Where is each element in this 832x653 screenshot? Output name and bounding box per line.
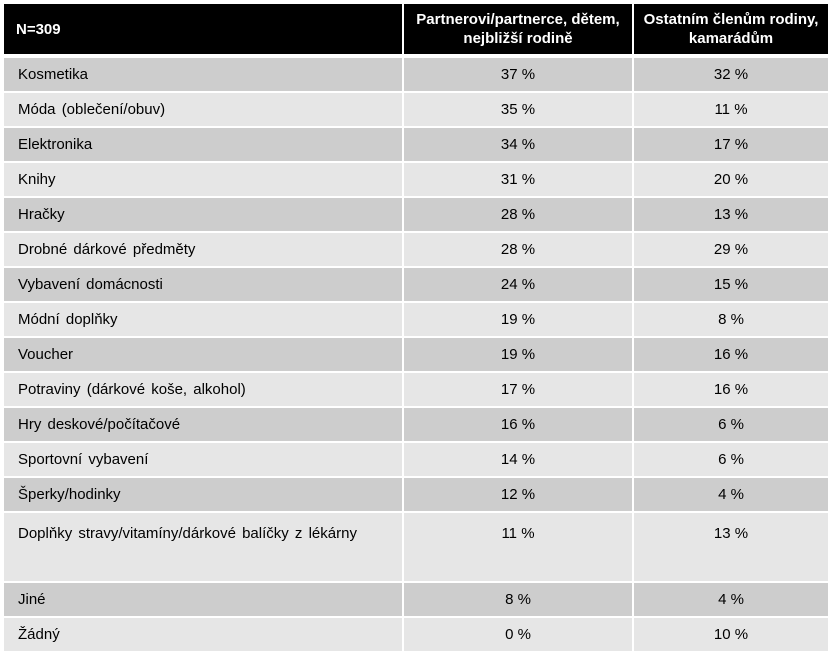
table-row: Elektronika 34 % 17 %: [4, 128, 828, 161]
header-row: N=309 Partnerovi/partnerce, dětem, nejbl…: [4, 4, 828, 54]
partner-family-column-header: Partnerovi/partnerce, dětem, nejbližší r…: [404, 4, 632, 54]
category-label: Hračky: [4, 198, 402, 231]
other-relatives-value: 6 %: [634, 443, 828, 476]
partner-family-value: 19 %: [404, 338, 632, 371]
other-relatives-value: 17 %: [634, 128, 828, 161]
table-row: Drobné dárkové předměty 28 % 29 %: [4, 233, 828, 266]
table-row: Voucher 19 % 16 %: [4, 338, 828, 371]
category-label: Módní doplňky: [4, 303, 402, 336]
sample-size-header: N=309: [4, 4, 402, 54]
category-label: Elektronika: [4, 128, 402, 161]
partner-family-value: 35 %: [404, 93, 632, 126]
other-relatives-value: 29 %: [634, 233, 828, 266]
partner-family-value: 34 %: [404, 128, 632, 161]
table-row: Móda (oblečení/obuv) 35 % 11 %: [4, 93, 828, 126]
category-label: Jiné: [4, 583, 402, 616]
partner-family-value: 11 %: [404, 513, 632, 581]
partner-family-value: 8 %: [404, 583, 632, 616]
other-relatives-value: 15 %: [634, 268, 828, 301]
table-header: N=309 Partnerovi/partnerce, dětem, nejbl…: [4, 4, 828, 54]
partner-family-value: 12 %: [404, 478, 632, 511]
other-relatives-value: 16 %: [634, 338, 828, 371]
other-relatives-value: 4 %: [634, 583, 828, 616]
table-row: Doplňky stravy/vitamíny/dárkové balíčky …: [4, 513, 828, 581]
other-relatives-value: 10 %: [634, 618, 828, 651]
category-label: Hry deskové/počítačové: [4, 408, 402, 441]
table-body: Kosmetika 37 % 32 % Móda (oblečení/obuv)…: [4, 56, 828, 651]
table-row: Sportovní vybavení 14 % 6 %: [4, 443, 828, 476]
table-row: Hry deskové/počítačové 16 % 6 %: [4, 408, 828, 441]
category-label: Sportovní vybavení: [4, 443, 402, 476]
table-row: Vybavení domácnosti 24 % 15 %: [4, 268, 828, 301]
category-label: Potraviny (dárkové koše, alkohol): [4, 373, 402, 406]
category-label: Voucher: [4, 338, 402, 371]
partner-family-value: 0 %: [404, 618, 632, 651]
other-relatives-value: 13 %: [634, 513, 828, 581]
category-label: Móda (oblečení/obuv): [4, 93, 402, 126]
table-row: Jiné 8 % 4 %: [4, 583, 828, 616]
category-label: Drobné dárkové předměty: [4, 233, 402, 266]
partner-family-value: 17 %: [404, 373, 632, 406]
partner-family-value: 31 %: [404, 163, 632, 196]
category-label: Knihy: [4, 163, 402, 196]
category-label: Šperky/hodinky: [4, 478, 402, 511]
table-row: Knihy 31 % 20 %: [4, 163, 828, 196]
other-relatives-value: 13 %: [634, 198, 828, 231]
table-row: Hračky 28 % 13 %: [4, 198, 828, 231]
partner-family-value: 16 %: [404, 408, 632, 441]
other-relatives-value: 16 %: [634, 373, 828, 406]
category-label: Vybavení domácnosti: [4, 268, 402, 301]
table-row: Potraviny (dárkové koše, alkohol) 17 % 1…: [4, 373, 828, 406]
other-relatives-value: 11 %: [634, 93, 828, 126]
partner-family-value: 28 %: [404, 233, 632, 266]
category-label: Doplňky stravy/vitamíny/dárkové balíčky …: [4, 513, 402, 581]
other-relatives-value: 8 %: [634, 303, 828, 336]
other-relatives-friends-column-header: Ostatním členům rodiny, kamarádům: [634, 4, 828, 54]
table-row: Kosmetika 37 % 32 %: [4, 56, 828, 91]
partner-family-value: 37 %: [404, 56, 632, 91]
table-row: Módní doplňky 19 % 8 %: [4, 303, 828, 336]
partner-family-value: 14 %: [404, 443, 632, 476]
partner-family-value: 28 %: [404, 198, 632, 231]
other-relatives-value: 20 %: [634, 163, 828, 196]
other-relatives-value: 6 %: [634, 408, 828, 441]
table-row: Žádný 0 % 10 %: [4, 618, 828, 651]
category-label: Žádný: [4, 618, 402, 651]
other-relatives-value: 4 %: [634, 478, 828, 511]
partner-family-value: 24 %: [404, 268, 632, 301]
category-label: Kosmetika: [4, 56, 402, 91]
partner-family-value: 19 %: [404, 303, 632, 336]
other-relatives-value: 32 %: [634, 56, 828, 91]
table-row: Šperky/hodinky 12 % 4 %: [4, 478, 828, 511]
